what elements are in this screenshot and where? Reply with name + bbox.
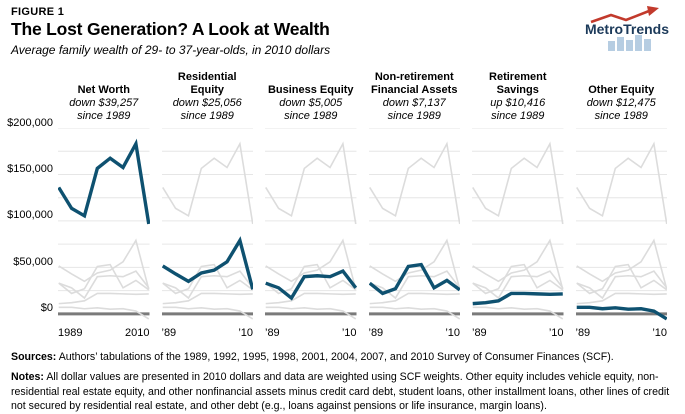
y-axis: $200,000 $150,000 $100,000 $50,000 $0 (0, 61, 58, 339)
x-axis-labels: 1989 2010 (58, 327, 150, 339)
sources-note: Sources: Authors’ tabulations of the 198… (11, 350, 673, 365)
sources-label: Sources: (11, 351, 57, 363)
panel-title: Retirement Savings (489, 71, 547, 96)
y-tick-label: $150,000 (7, 163, 53, 175)
x-tick-end: ’10 (238, 327, 253, 339)
x-tick-start: ’89 (575, 327, 591, 339)
metrotrends-logo: MetroTrends (581, 4, 673, 52)
figure-label: FIGURE 1 (11, 6, 65, 18)
x-axis-labels: ’89 ’10 (369, 327, 461, 339)
panel-business-equity: Business Equity down $5,005 since 1989 ’… (265, 61, 357, 339)
logo-text: MetroTrends (585, 21, 669, 37)
y-tick-label: $200,000 (7, 116, 53, 129)
panel-delta: down $5,005 (279, 97, 343, 109)
panel-header: Residential Equity down $25,056 since 19… (162, 61, 254, 128)
notes-label: Notes: (11, 370, 44, 383)
panels-row: Net Worth down $39,257 since 1989 1989 2… (58, 61, 685, 339)
panel-since: since 1989 (594, 110, 648, 122)
panel-other-equity: Other Equity down $12,475 since 1989 ’89… (575, 61, 668, 339)
x-tick-start: ’89 (368, 327, 384, 339)
notes-note: Notes: All dollar values are presented i… (11, 370, 673, 414)
x-axis-labels: ’89 ’10 (472, 327, 564, 339)
panel-since: since 1989 (387, 110, 441, 122)
panel-plot (265, 128, 357, 325)
panel-header: Business Equity down $5,005 since 1989 (265, 61, 357, 128)
panel-title: Business Equity (267, 84, 354, 96)
panel-delta: down $39,257 (69, 97, 139, 109)
panel-retirement-savings: Retirement Savings up $10,416 since 1989… (472, 61, 564, 339)
panel-since: since 1989 (491, 110, 545, 122)
panel-delta: down $12,475 (586, 97, 656, 109)
x-tick-end: ’10 (341, 327, 357, 339)
title-block: FIGURE 1 The Lost Generation? A Look at … (0, 6, 685, 57)
panel-title: Residential Equity (177, 71, 237, 96)
figure-footnotes: Sources: Authors’ tabulations of the 198… (0, 339, 685, 414)
panel-plot (369, 128, 461, 325)
x-tick-start: ’89 (472, 327, 487, 339)
x-axis-labels: ’89 ’10 (162, 327, 254, 339)
x-tick-start: 1989 (58, 327, 83, 339)
panel-plot (472, 128, 564, 325)
panel-title: Non-retirement Financial Assets (371, 71, 458, 96)
x-tick-end: ’10 (548, 327, 564, 339)
panel-plot (58, 128, 150, 325)
panel-delta: down $25,056 (172, 97, 242, 109)
figure-subtitle: Average family wealth of 29- to 37-year-… (11, 43, 331, 57)
panel-delta: down $7,137 (382, 97, 446, 109)
panel-plot (162, 128, 254, 325)
chart-area: $200,000 $150,000 $100,000 $50,000 $0 Ne… (0, 61, 685, 339)
panel-header: Non-retirement Financial Assets down $7,… (369, 61, 461, 128)
x-tick-start: ’89 (265, 327, 280, 339)
x-axis-labels: ’89 ’10 (576, 327, 668, 339)
x-tick-start: ’89 (161, 327, 177, 339)
panel-title: Net Worth (77, 84, 130, 96)
x-tick-end: ’10 (445, 327, 460, 339)
panel-residential-equity: Residential Equity down $25,056 since 19… (161, 61, 254, 339)
x-tick-end: ’10 (652, 327, 667, 339)
sources-text: Authors’ tabulations of the 1989, 1992, … (56, 351, 614, 363)
notes-text: All dollar values are presented in 2010 … (11, 370, 670, 413)
panel-delta: up $10,416 (490, 97, 546, 109)
panel-header: Retirement Savings up $10,416 since 1989 (472, 61, 564, 128)
panel-plot (576, 128, 668, 325)
panel-non-retirement-financial-assets: Non-retirement Financial Assets down $7,… (368, 61, 461, 339)
panel-since: since 1989 (284, 110, 338, 122)
trend-arrow-icon (590, 6, 659, 24)
x-axis-labels: ’89 ’10 (265, 327, 357, 339)
y-tick-label: $50,000 (13, 255, 53, 268)
y-tick-label: $100,000 (7, 209, 53, 222)
bar-chart-icon (608, 35, 651, 51)
panel-title: Other Equity (588, 84, 655, 96)
x-tick-end: 2010 (125, 327, 150, 339)
panel-header: Net Worth down $39,257 since 1989 (58, 61, 150, 128)
y-tick-label: $0 (40, 302, 53, 315)
panel-net-worth: Net Worth down $39,257 since 1989 1989 2… (58, 61, 150, 339)
panel-since: since 1989 (180, 110, 234, 122)
panel-since: since 1989 (77, 110, 131, 122)
page-title: The Lost Generation? A Look at Wealth (11, 19, 330, 39)
panel-header: Other Equity down $12,475 since 1989 (576, 61, 668, 128)
